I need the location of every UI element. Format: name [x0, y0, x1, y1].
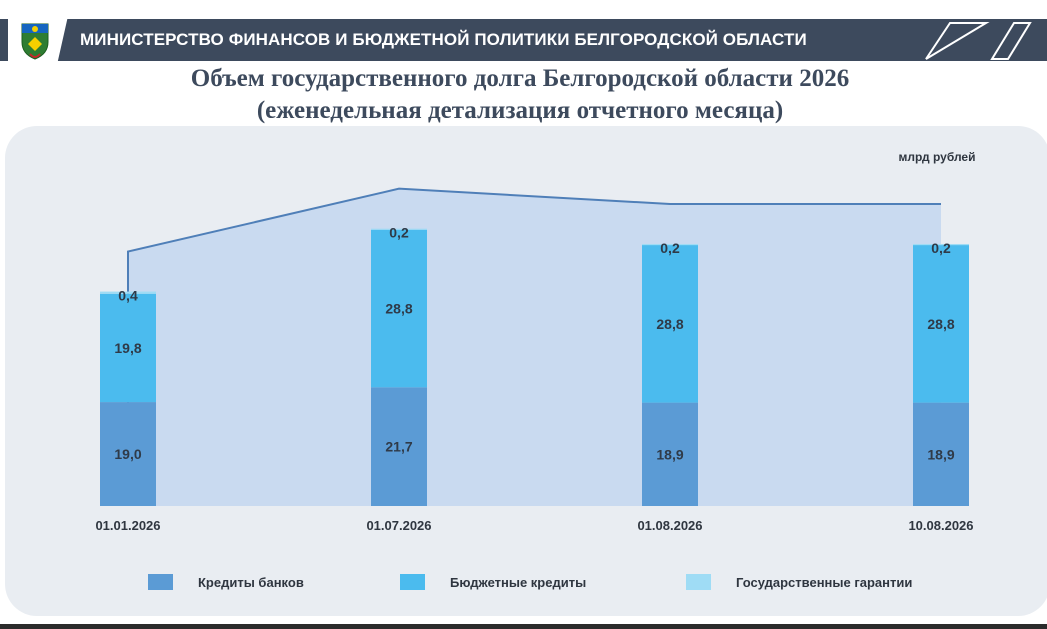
legend-swatch-2	[400, 574, 425, 590]
bar-1-2	[371, 387, 427, 506]
category-label-3: 01.08.2026	[637, 518, 702, 533]
ministry-title: МИНИСТЕРСТВО ФИНАНСОВ И БЮДЖЕТНОЙ ПОЛИТИ…	[80, 30, 807, 49]
bar-1-1	[100, 402, 156, 506]
data-label-3-3: 0,2	[660, 240, 680, 256]
bar-1-4	[913, 402, 969, 506]
bar-2-3	[642, 245, 698, 403]
page-title-line2: (еженедельная детализация отчетного меся…	[256, 97, 784, 124]
data-label-1-3: 18,9	[656, 446, 683, 462]
data-label-3-4: 0,2	[931, 240, 951, 256]
page-title: Объем государственного долга Белгородско…	[0, 63, 1040, 127]
data-label-3-2: 0,2	[389, 225, 409, 241]
bottom-border	[0, 624, 1047, 629]
data-label-1-4: 18,9	[927, 446, 954, 462]
data-label-1-1: 19,0	[114, 446, 141, 462]
legend-label-1: Кредиты банков	[198, 575, 304, 590]
top-strip	[0, 0, 1047, 6]
bar-3-1	[100, 291, 156, 294]
page-title-line1: Объем государственного долга Белгородско…	[190, 65, 850, 92]
coat-of-arms-icon	[21, 23, 49, 60]
header-decoration	[925, 22, 1032, 60]
bar-3-4	[913, 243, 969, 246]
bar-2-4	[913, 245, 969, 403]
data-label-2-4: 28,8	[927, 316, 954, 332]
legend-swatch-3	[686, 574, 711, 590]
bar-3-2	[371, 228, 427, 230]
bar-2-1	[100, 293, 156, 403]
bar-2-2	[371, 229, 427, 388]
data-label-2-2: 28,8	[385, 301, 412, 317]
total-area	[128, 188, 941, 506]
legend-label-3: Государственные гарантии	[736, 575, 912, 590]
data-label-3-1: 0,4	[118, 288, 138, 304]
category-label-4: 10.08.2026	[908, 518, 973, 533]
data-label-2-3: 28,8	[656, 316, 683, 332]
bar-3-3	[642, 243, 698, 246]
emblem-logo	[8, 16, 68, 64]
data-label-2-1: 19,8	[114, 340, 141, 356]
legend-label-2: Бюджетные кредиты	[450, 575, 586, 590]
category-label-2: 01.07.2026	[366, 518, 431, 533]
ministry-header: МИНИСТЕРСТВО ФИНАНСОВ И БЮДЖЕТНОЙ ПОЛИТИ…	[0, 16, 1047, 64]
data-label-1-2: 21,7	[385, 439, 412, 455]
bar-1-3	[642, 402, 698, 506]
legend-swatch-1	[148, 574, 173, 590]
category-label-1: 01.01.2026	[95, 518, 160, 533]
unit-label: млрд рублей	[899, 150, 976, 164]
